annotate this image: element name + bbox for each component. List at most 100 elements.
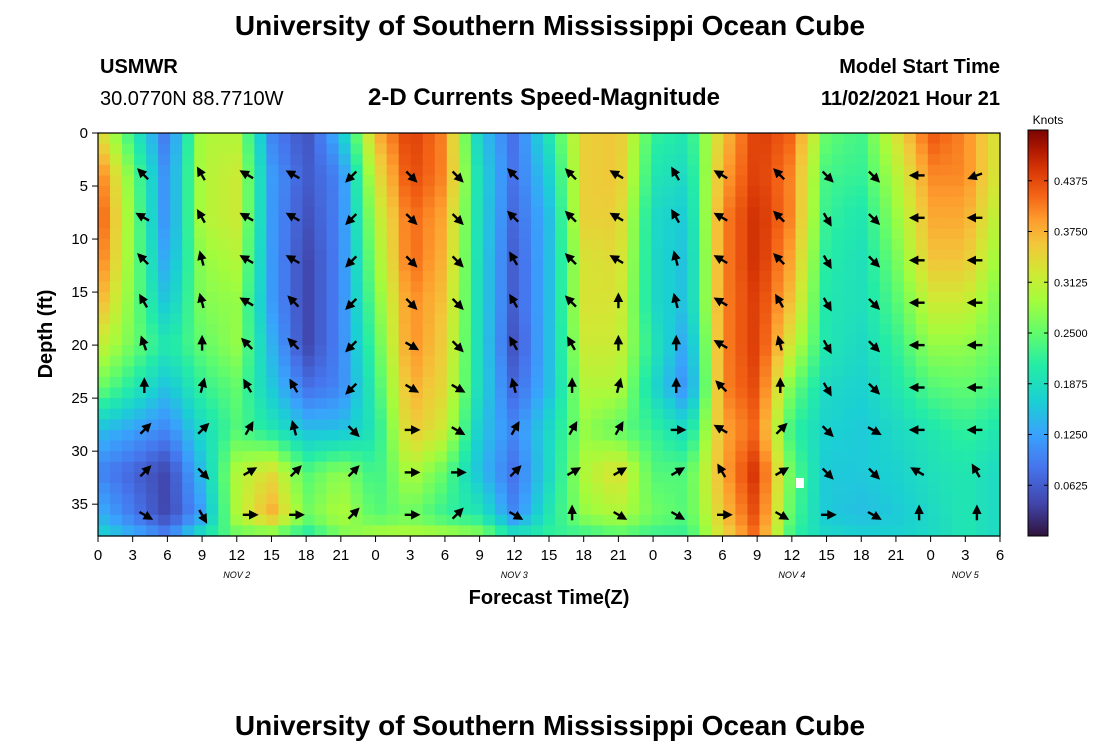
heatmap-cell: [410, 334, 424, 346]
heatmap-cell: [122, 292, 135, 304]
heatmap-cell: [651, 186, 664, 198]
heatmap-cell: [567, 525, 580, 537]
heatmap-cell: [494, 281, 508, 293]
heatmap-cell: [915, 398, 929, 410]
heatmap-cell: [242, 302, 255, 314]
heatmap-cell: [939, 408, 953, 420]
heatmap-cell: [374, 525, 388, 537]
heatmap-cell: [939, 504, 953, 516]
highlight-marker: [796, 478, 804, 488]
heatmap-cell: [795, 504, 809, 516]
heatmap-cell: [194, 355, 207, 367]
heatmap-cell: [242, 154, 255, 166]
heatmap-cell: [290, 366, 304, 378]
heatmap-cell: [398, 387, 412, 399]
heatmap-cell: [506, 514, 520, 526]
current-vector-arrow: [242, 467, 258, 477]
heatmap-cell: [542, 175, 556, 187]
current-vector-arrow: [671, 166, 681, 181]
heatmap-cell: [795, 249, 809, 261]
heatmap-cell: [711, 154, 724, 166]
heatmap-cell: [963, 355, 977, 367]
heatmap-cell: [242, 482, 255, 495]
heatmap-cell: [422, 228, 436, 240]
heatmap-cell: [194, 376, 207, 389]
heatmap-cell: [651, 249, 664, 261]
heatmap-cell: [783, 334, 797, 346]
heatmap-cell: [122, 323, 135, 336]
colorbar-tick-label: 0.3750: [1054, 227, 1088, 239]
heatmap-cell: [170, 270, 183, 283]
heatmap-cell: [759, 196, 773, 208]
heatmap-cell: [855, 249, 869, 261]
heatmap-cell: [567, 355, 580, 367]
heatmap-cell: [542, 366, 556, 378]
heatmap-cell: [807, 451, 821, 463]
current-vector-arrow: [197, 250, 207, 266]
heatmap-cell: [687, 143, 700, 155]
heatmap-cell: [879, 313, 893, 325]
heatmap-cell: [482, 217, 496, 230]
heatmap-cell: [603, 249, 616, 261]
heatmap-cell: [951, 429, 965, 442]
heatmap-cell: [783, 270, 797, 283]
heatmap-cell: [855, 196, 869, 208]
heatmap-cell: [122, 472, 135, 484]
heatmap-cell: [903, 419, 917, 431]
heatmap-cell: [567, 164, 580, 177]
heatmap-cell: [831, 313, 845, 325]
heatmap-cell: [843, 493, 857, 505]
heatmap-cell: [939, 451, 953, 463]
heatmap-cell: [458, 345, 472, 357]
heatmap-cell: [386, 260, 400, 272]
heatmap-cell: [963, 313, 977, 325]
heatmap-cell: [615, 313, 628, 325]
heatmap-cell: [278, 345, 292, 357]
heatmap-cell: [759, 376, 773, 389]
heatmap-cell: [579, 429, 592, 442]
heatmap-cell: [807, 260, 821, 272]
heatmap-cell: [278, 525, 292, 537]
heatmap-cell: [963, 164, 977, 177]
heatmap-cell: [266, 249, 279, 261]
heatmap-cell: [194, 514, 207, 526]
heatmap-cell: [122, 366, 135, 378]
current-vector-arrow: [868, 255, 881, 268]
heatmap-cell: [470, 440, 484, 452]
current-vector-arrow: [713, 424, 728, 434]
heatmap-cell: [302, 186, 316, 198]
heatmap-cell: [759, 143, 773, 155]
heatmap-cell: [278, 514, 292, 526]
heatmap-cell: [110, 313, 123, 325]
heatmap-cell: [855, 440, 869, 452]
heatmap-cell: [723, 175, 737, 187]
heatmap-cell: [206, 217, 219, 230]
heatmap-cell: [482, 514, 496, 526]
heatmap-cell: [326, 345, 340, 357]
heatmap-cell: [579, 281, 592, 293]
heatmap-cell: [627, 387, 640, 399]
heatmap-cell: [254, 133, 267, 145]
heatmap-cell: [975, 239, 989, 251]
heatmap-cell: [350, 154, 364, 166]
heatmap-cell: [506, 355, 520, 367]
heatmap-cell: [110, 143, 123, 155]
x-tick-label: 18: [575, 547, 592, 564]
heatmap-cell: [422, 514, 436, 526]
heatmap-cell: [98, 313, 111, 325]
heatmap-cell: [879, 133, 893, 145]
heatmap-cell: [362, 302, 376, 314]
heatmap-cell: [434, 398, 448, 410]
heatmap-cell: [314, 281, 328, 293]
heatmap-cell: [374, 281, 388, 293]
current-vector-arrow: [867, 426, 882, 436]
heatmap-cell: [879, 387, 893, 399]
heatmap-cell: [482, 461, 496, 473]
current-vector-arrow: [822, 254, 832, 270]
current-vector-arrow: [713, 255, 728, 265]
heatmap-cell: [603, 302, 616, 314]
heatmap-cell: [446, 196, 460, 208]
heatmap-cell: [230, 440, 243, 452]
heatmap-cell: [567, 482, 580, 495]
heatmap-cell: [338, 196, 352, 208]
